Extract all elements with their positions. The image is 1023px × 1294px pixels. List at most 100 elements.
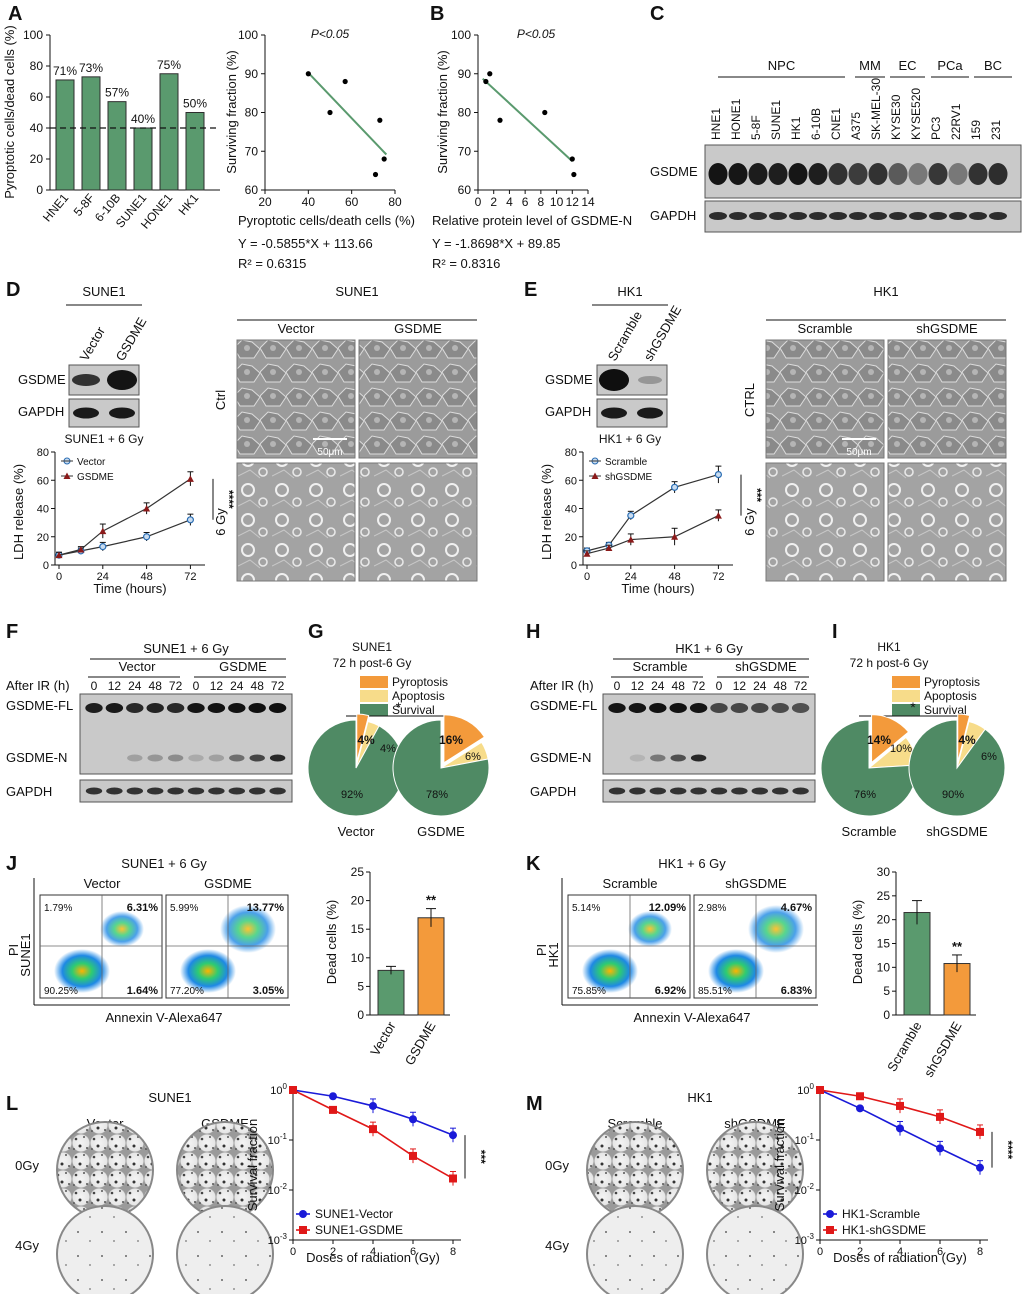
timecourse-band-n [127,754,143,762]
blot-row-label: GSDME [18,372,66,387]
ldh-xtick-label: 24 [625,571,637,583]
blot-lane-label: shGSDME [641,303,685,364]
ldh-xlabel: Time (hours) [621,581,694,596]
c-band-gsdme [908,163,928,185]
timecourse-band-fl [771,703,789,713]
micrograph-image [765,462,885,582]
pie-slice-label: 4% [380,743,396,755]
timecourse-band-fl [248,703,266,713]
c-group-label: NPC [768,58,795,73]
timecourse-time-label: 12 [631,679,645,693]
dead-cells-category-label: Scramble [884,1019,924,1074]
facs-quadrant-value: 75.85% [572,986,606,997]
dead-cells-ytick-label: 0 [357,1008,364,1022]
clono-xtick-label: 6 [410,1246,416,1258]
c-band-gapdh [929,212,947,220]
b-ytick-label: 70 [458,144,472,158]
blot-band-gapdh [109,407,135,419]
timecourse-band-gapdh [690,787,707,795]
pie-name-label: shGSDME [926,824,988,839]
clono-point [409,1115,417,1124]
ldh-chart-title: HK1 + 6 Gy [599,432,661,446]
timecourse-blot-gapdh [602,779,816,803]
timecourse-time-label: 48 [149,679,163,693]
clono-xtick-label: 0 [817,1246,823,1258]
facs-population [100,911,144,947]
ldh-ytick-label: 20 [565,532,577,544]
c-lane-label: HONE1 [729,98,743,140]
micrograph-title: SUNE1 [335,284,378,299]
c-band-gapdh [809,212,827,220]
a-scatter-xtick-label: 60 [345,195,359,209]
facs-quadrant-value: 5.14% [572,903,600,914]
c-band-gapdh [729,212,747,220]
dead-cells-ytick-label: 15 [351,922,365,936]
facs-cell-label: HK1 [546,942,561,967]
timecourse-band-fl [268,703,287,713]
timecourse-band-n [629,754,646,762]
ldh-point [714,512,722,519]
dead-cells-ytick-label: 20 [351,894,365,908]
timecourse-band-fl [228,703,246,713]
facs-quadrant-value: 85.51% [698,986,732,997]
pie-slice-label: 92% [341,789,363,801]
ldh-xtick-label: 0 [56,571,62,583]
a-bar-ytick-label: 20 [30,152,44,166]
timecourse-band-n [690,754,707,762]
clono-legend-marker [299,1210,307,1218]
a-scatter-point [327,109,333,116]
c-band-gsdme [708,163,728,185]
panel-letter-H: H [526,621,540,643]
dead-cells-ytick-label: 5 [883,984,890,998]
panel-letter-C: C [650,3,664,25]
pie-slice [443,714,486,764]
timecourse-band-gapdh [710,787,728,795]
timecourse-band-fl [146,703,164,713]
dead-cells-ylabel: Dead cells (%) [324,900,339,985]
c-lane-label: SUNE1 [769,100,783,140]
timecourse-title: HK1 + 6 Gy [675,641,743,656]
b-ylabel: Surviving fraction (%) [435,50,450,174]
a-scatter-xtick-label: 80 [388,195,402,209]
pie-name-label: Scramble [842,824,897,839]
clono-point [449,1131,457,1140]
blot-band-gsdme [638,376,662,384]
timecourse-band-fl [105,703,124,713]
c-lane-label: KYSE520 [909,88,923,140]
ldh-xtick-label: 24 [97,571,109,583]
micrograph-image [887,462,1007,582]
micrograph-image [358,462,478,582]
a-bar-category-label: HK1 [176,191,202,218]
ldh-point [627,536,635,543]
clono-xtick-label: 8 [977,1246,983,1258]
facs-quadrant-value: 90.25% [44,986,78,997]
c-band-gsdme [868,163,888,185]
a-scatter-ylabel: Surviving fraction (%) [224,50,239,174]
c-band-gsdme [968,163,988,185]
timecourse-band-gapdh [772,787,789,795]
pie-slice-label: 16% [439,733,463,747]
timecourse-time-label: 72 [271,679,285,693]
timecourse-band-n [269,754,286,762]
timecourse-band-n [650,754,666,762]
dead-cells-ytick-label: 25 [351,865,365,879]
timecourse-time-label: 12 [733,679,747,693]
clono-ytick-label: 10-2 [795,1182,815,1197]
c-band-gapdh [989,212,1007,220]
ldh-ytick-label: 80 [565,447,577,459]
clono-row-label: 0Gy [545,1158,569,1173]
c-lane-label: HK1 [789,116,803,140]
c-band-gsdme [988,163,1008,185]
pie-slice-label: 4% [958,733,976,747]
ldh-ytick-label: 80 [37,447,49,459]
panel-letter-A: A [8,3,22,25]
facs-cell-label: SUNE1 [18,933,33,976]
c-lane-label: SK-MEL-30 [869,78,883,140]
b-scatter-point [569,156,575,162]
c-lane-label: 159 [969,120,983,140]
clono-point [369,1101,377,1110]
ldh-ylabel: LDH release (%) [539,464,554,560]
clono-legend-label: SUNE1-Vector [315,1207,393,1221]
timecourse-band-fl [166,703,185,713]
b-xtick-label: 10 [550,195,564,209]
